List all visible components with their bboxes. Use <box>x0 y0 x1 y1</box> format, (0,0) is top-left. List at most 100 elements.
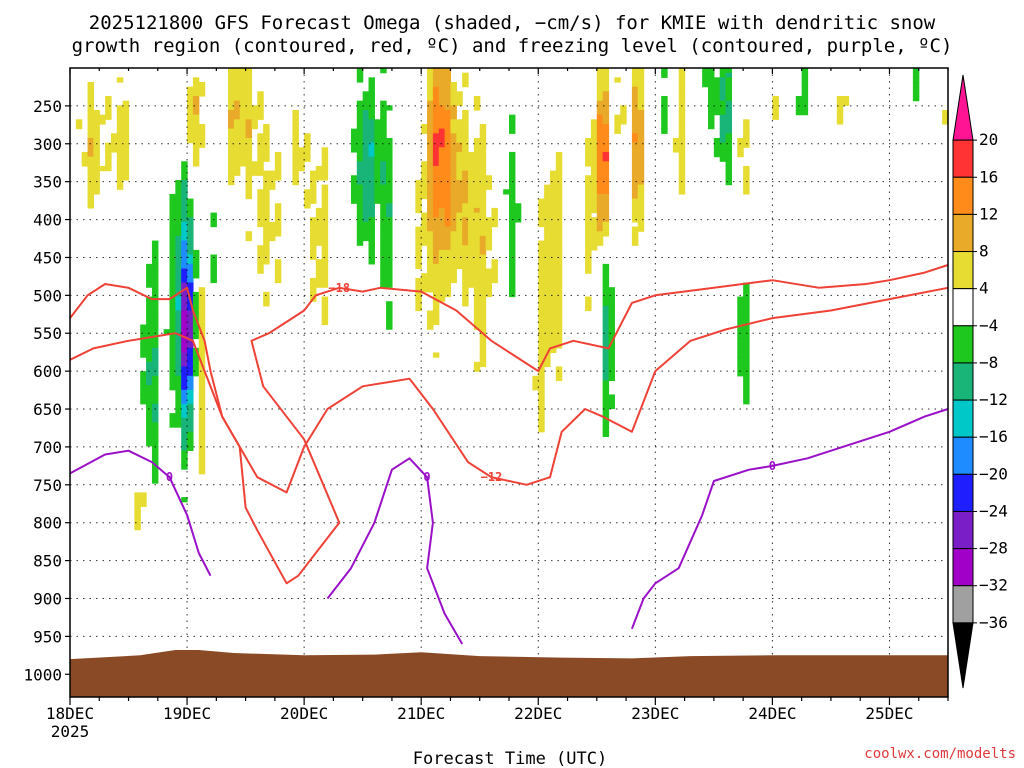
omega-cell <box>175 362 181 367</box>
omega-cell <box>263 157 269 162</box>
omega-cell <box>614 129 620 134</box>
omega-cell <box>363 96 369 101</box>
omega-cell <box>509 292 515 297</box>
omega-cell <box>427 133 433 138</box>
omega-cell <box>638 157 644 162</box>
omega-cell <box>117 129 123 134</box>
omega-cell <box>720 101 726 106</box>
omega-cell <box>638 101 644 106</box>
omega-cell <box>550 329 556 334</box>
colorbar-segment <box>953 326 973 363</box>
omega-cell <box>357 161 363 166</box>
omega-cell <box>386 152 392 157</box>
omega-cell <box>538 259 544 264</box>
omega-cell <box>170 362 176 367</box>
omega-cell <box>374 143 380 148</box>
omega-cell <box>439 133 445 138</box>
omega-cell <box>462 231 468 236</box>
omega-cell <box>421 194 427 199</box>
omega-cell <box>363 138 369 143</box>
omega-cell <box>386 157 392 162</box>
omega-cell <box>93 133 99 138</box>
omega-cell <box>737 315 743 320</box>
omega-cell <box>257 259 263 264</box>
omega-cell <box>187 380 193 385</box>
omega-cell <box>170 273 176 278</box>
omega-cell <box>380 119 386 124</box>
omega-cell <box>117 77 123 82</box>
omega-cell <box>152 376 158 381</box>
omega-cell <box>181 362 187 367</box>
omega-cell <box>638 82 644 87</box>
omega-cell <box>550 236 556 241</box>
omega-cell <box>445 147 451 152</box>
omega-cell <box>714 87 720 92</box>
omega-cell <box>638 199 644 204</box>
omega-cell <box>538 334 544 339</box>
omega-cell <box>175 325 181 330</box>
omega-cell <box>538 283 544 288</box>
omega-cell <box>609 315 615 320</box>
omega-cell <box>263 171 269 176</box>
omega-cell <box>556 245 562 250</box>
omega-cell <box>351 180 357 185</box>
omega-cell <box>679 180 685 185</box>
omega-cell <box>234 124 240 129</box>
omega-cell <box>480 231 486 236</box>
colorbar-segment <box>953 437 973 474</box>
omega-cell <box>538 422 544 427</box>
omega-cell <box>421 129 427 134</box>
omega-cell <box>433 166 439 171</box>
omega-cell <box>93 189 99 194</box>
omega-cell <box>82 152 88 157</box>
omega-cell <box>450 133 456 138</box>
omega-cell <box>743 138 749 143</box>
omega-cell <box>509 185 515 190</box>
omega-cell <box>88 161 94 166</box>
omega-cell <box>708 82 714 87</box>
y-tick-label: 400 <box>33 211 62 230</box>
omega-cell <box>632 82 638 87</box>
omega-cell <box>726 101 732 106</box>
omega-cell <box>439 166 445 171</box>
omega-cell <box>369 259 375 264</box>
omega-cell <box>170 241 176 246</box>
omega-cell <box>134 492 140 497</box>
omega-cell <box>603 287 609 292</box>
omega-cell <box>480 338 486 343</box>
omega-cell <box>544 315 550 320</box>
colorbar-arrow-top <box>953 75 973 140</box>
omega-cell <box>152 455 158 460</box>
omega-cell <box>439 227 445 232</box>
omega-cell <box>462 147 468 152</box>
omega-cell <box>82 161 88 166</box>
omega-cell <box>369 189 375 194</box>
source-credit[interactable]: coolwx.com/modelts <box>864 746 1016 762</box>
omega-cell <box>193 124 199 129</box>
omega-cell <box>316 222 322 227</box>
omega-cell <box>456 166 462 171</box>
omega-cell <box>538 269 544 274</box>
omega-cell <box>257 208 263 213</box>
omega-cell <box>603 194 609 199</box>
omega-cell <box>246 87 252 92</box>
omega-cell <box>357 105 363 110</box>
omega-cell <box>199 469 205 474</box>
y-tick-label: 650 <box>33 400 62 419</box>
omega-cell <box>439 96 445 101</box>
omega-cell <box>386 171 392 176</box>
omega-cell <box>486 175 492 180</box>
omega-cell <box>585 180 591 185</box>
omega-cell <box>462 171 468 176</box>
omega-cell <box>175 273 181 278</box>
omega-cell <box>88 124 94 129</box>
omega-cell <box>357 143 363 148</box>
omega-cell <box>591 227 597 232</box>
omega-cell <box>181 329 187 334</box>
omega-cell <box>386 231 392 236</box>
omega-cell <box>386 166 392 171</box>
omega-cell <box>269 185 275 190</box>
omega-cell <box>380 264 386 269</box>
omega-cell <box>456 222 462 227</box>
omega-cell <box>743 352 749 357</box>
